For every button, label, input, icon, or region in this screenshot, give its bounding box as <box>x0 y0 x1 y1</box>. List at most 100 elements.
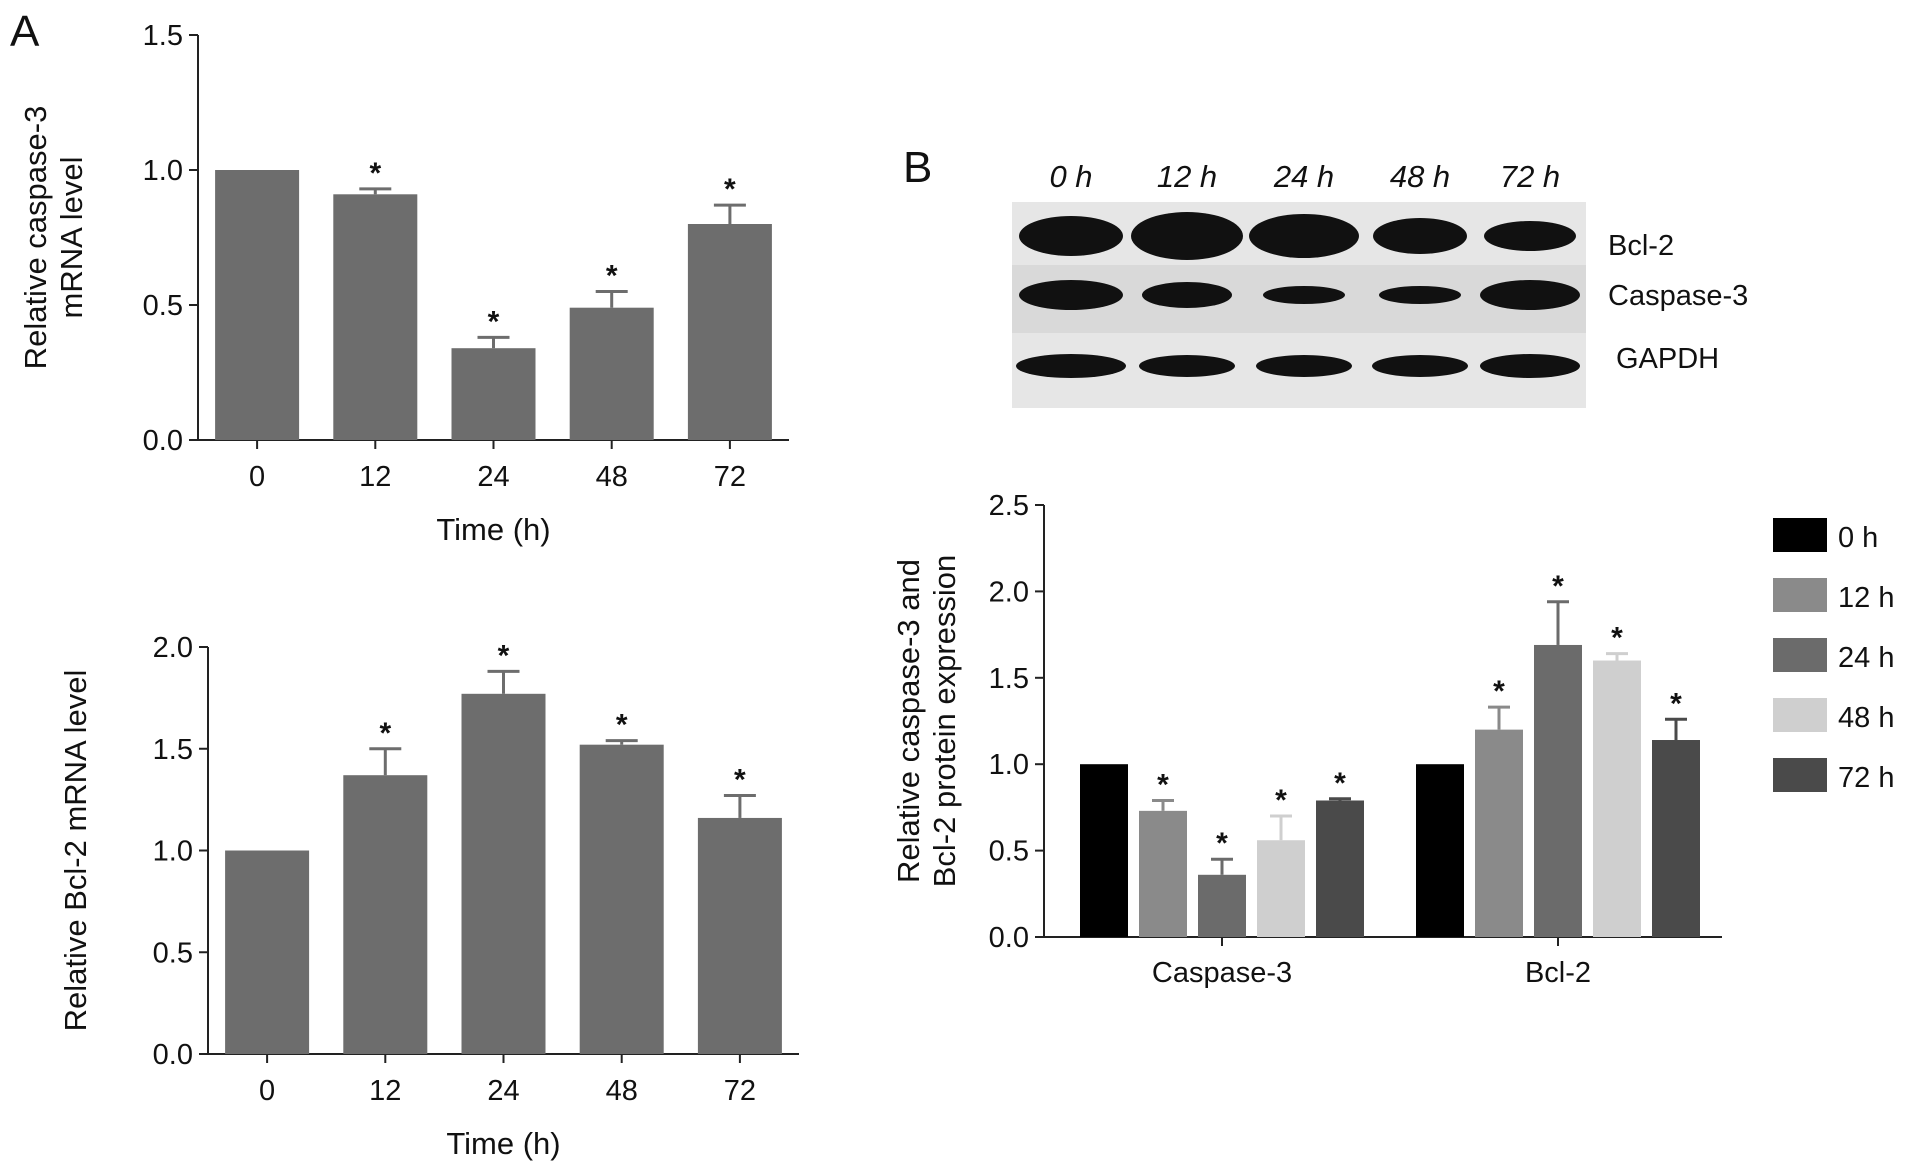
significance-star: * <box>1493 675 1505 708</box>
legend-swatch <box>1773 518 1827 552</box>
band-rows <box>1016 212 1580 378</box>
significance-star: * <box>488 305 500 338</box>
bar-0 <box>215 170 300 440</box>
legend: 0 h 12 h 24 h 48 h 72 h <box>1773 518 1894 794</box>
x-tick-label: 12 <box>369 1075 401 1107</box>
bar-48 <box>569 307 654 440</box>
bar-Bcl-2-48h <box>1593 660 1641 937</box>
significance-star: * <box>616 709 628 742</box>
legend-label: 24 h <box>1838 642 1894 674</box>
y-axis-title: mRNA level <box>54 157 89 319</box>
significance-star: * <box>1157 768 1169 801</box>
y-tick-label: 1.0 <box>989 749 1029 781</box>
blot-band <box>1480 280 1580 310</box>
x-tick-label: 72 <box>724 1075 756 1107</box>
x-tick-label: Caspase-3 <box>1152 957 1292 989</box>
y-tick-label: 1.5 <box>143 20 183 52</box>
x-tick-label: 12 <box>359 461 391 493</box>
blot-band <box>1484 221 1576 251</box>
protein-expression-chart: 0.0 0.5 1.0 1.5 2.0 2.5 * * * * Caspase-3 * * * * Bcl-2… <box>891 490 1722 989</box>
panel-label-a: A <box>10 7 40 56</box>
significance-star: * <box>498 639 510 672</box>
x-tick-label: 72 <box>714 461 746 493</box>
bcl2-mrna-chart: 0.0 0.5 1.0 1.5 2.0 0 * 12 * 24 * 48 * 72 Time (h) Rela… <box>58 632 799 1161</box>
significance-star: * <box>606 260 618 293</box>
significance-star: * <box>1334 767 1346 800</box>
lane-label: 48 h <box>1390 159 1450 194</box>
y-tick-label: 2.0 <box>153 632 193 664</box>
y-tick-label: 0.0 <box>989 922 1029 954</box>
lane-label: 24 h <box>1273 159 1334 194</box>
legend-label: 0 h <box>1838 522 1878 554</box>
blot-band <box>1019 216 1123 256</box>
x-tick-label: 48 <box>596 461 628 493</box>
bar-Caspase-3-72h <box>1316 800 1364 937</box>
blot-band <box>1480 354 1580 378</box>
significance-star: * <box>1275 784 1287 817</box>
bar-Caspase-3-0h <box>1080 764 1128 937</box>
x-tick-label: 48 <box>606 1075 638 1107</box>
band-label: GAPDH <box>1616 343 1719 375</box>
bar-12 <box>333 194 418 440</box>
y-axis-title: Relative caspase-3 <box>18 106 53 370</box>
lane-labels: 0 h 12 h 24 h 48 h 72 h <box>1049 159 1560 194</box>
legend-label: 72 h <box>1838 762 1894 794</box>
blot-band <box>1373 218 1467 254</box>
bar-12 <box>343 775 428 1054</box>
y-axis-title: Relative caspase-3 and <box>891 559 926 883</box>
blot-band <box>1256 355 1352 377</box>
blot-band <box>1263 286 1345 304</box>
significance-star: * <box>1552 570 1564 603</box>
legend-swatch <box>1773 758 1827 792</box>
y-tick-label: 1.5 <box>153 734 193 766</box>
band-label: Bcl-2 <box>1608 230 1674 262</box>
y-axis-title: Relative Bcl-2 mRNA level <box>58 670 93 1032</box>
blot-band <box>1139 355 1235 377</box>
significance-star: * <box>734 764 746 797</box>
blot-band <box>1372 355 1468 377</box>
bar-48 <box>579 744 664 1054</box>
western-blot: 0 h 12 h 24 h 48 h 72 h Bcl-2 Caspase-3 GAPDH <box>1012 159 1748 408</box>
y-tick-label: 1.0 <box>153 836 193 868</box>
legend-swatch <box>1773 578 1827 612</box>
blot-band <box>1249 214 1359 258</box>
bar-Caspase-3-48h <box>1257 840 1305 937</box>
x-tick-label: 24 <box>477 461 509 493</box>
band-label: Caspase-3 <box>1608 280 1748 312</box>
bar-0 <box>225 850 310 1054</box>
blot-band <box>1016 354 1126 378</box>
legend-label: 48 h <box>1838 702 1894 734</box>
blot-band <box>1131 212 1243 260</box>
lane-label: 12 h <box>1157 159 1217 194</box>
bar-24 <box>451 348 536 440</box>
x-axis-title: Time (h) <box>446 1126 560 1161</box>
blot-band <box>1379 286 1461 304</box>
caspase3-mrna-chart: 0.0 0.5 1.0 1.5 0 * 12 * 24 * 48 * 72 Time (h) Relativ… <box>18 20 789 547</box>
blot-band <box>1019 280 1123 310</box>
bar-Bcl-2-0h <box>1416 764 1464 937</box>
legend-swatch <box>1773 638 1827 672</box>
lane-label: 72 h <box>1500 159 1560 194</box>
bar-Bcl-2-24h <box>1534 644 1582 937</box>
x-tick-label: 24 <box>487 1075 519 1107</box>
band-labels: Bcl-2 Caspase-3 GAPDH <box>1608 230 1748 375</box>
y-tick-label: 2.5 <box>989 490 1029 522</box>
bar-24 <box>461 693 546 1054</box>
y-tick-label: 0.5 <box>143 290 183 322</box>
significance-star: * <box>379 717 391 750</box>
bar-72 <box>697 817 782 1054</box>
bar-Caspase-3-12h <box>1139 810 1187 937</box>
significance-star: * <box>724 173 736 206</box>
bar-Bcl-2-12h <box>1475 729 1523 937</box>
lane-label: 0 h <box>1049 159 1092 194</box>
y-tick-label: 0.0 <box>143 425 183 457</box>
bar-Bcl-2-72h <box>1652 740 1700 937</box>
y-tick-label: 0.5 <box>153 937 193 969</box>
legend-label: 12 h <box>1838 582 1894 614</box>
y-axis-title: Bcl-2 protein expression <box>927 555 962 888</box>
y-tick-label: 1.5 <box>989 663 1029 695</box>
bar-Caspase-3-24h <box>1198 874 1246 937</box>
significance-star: * <box>1670 687 1682 720</box>
x-tick-label: Bcl-2 <box>1525 957 1591 989</box>
